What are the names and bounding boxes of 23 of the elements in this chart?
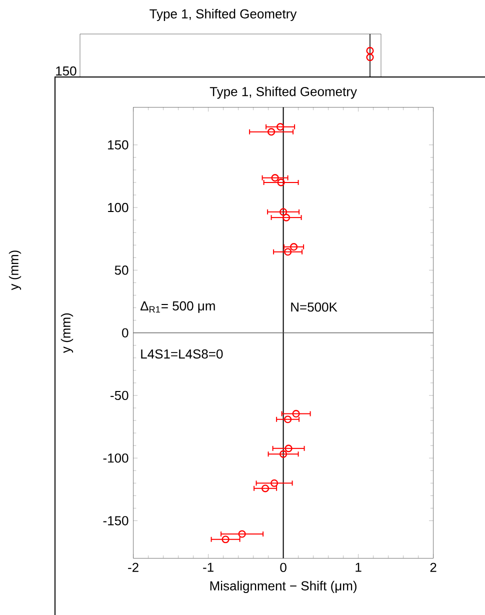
x-axis-title: Misalignment − Shift (μm) [210, 580, 356, 594]
chart-title: Type 1, Shifted Geometry [210, 86, 357, 99]
point [276, 123, 284, 131]
x-tick-label: 1 [356, 562, 362, 572]
x-tick-label: -1 [203, 562, 214, 572]
y-tick-label: -100 [103, 453, 128, 463]
text: Type 1, Shifted Geometry [150, 8, 297, 22]
annotation: Δ$_{R1}$= 500 μm [140, 301, 215, 313]
annotation: N=500K [291, 302, 338, 312]
y-tick-label: 150 [108, 140, 128, 150]
y-tick-label: -150 [103, 516, 128, 526]
y-tick-label: 100 [108, 202, 128, 212]
y-axis-title: y (mm) [60, 313, 74, 353]
annotation: L4S1=L4S8=0 [141, 349, 223, 359]
x-tick-label: 0 [280, 562, 286, 572]
x-tick-label: -2 [128, 562, 138, 572]
y-tick-label: 0 [122, 328, 128, 338]
y-tick-label: 50 [114, 266, 128, 275]
point [271, 174, 279, 182]
x-tick-label: 2 [430, 562, 436, 572]
text: y (mm) [8, 250, 22, 290]
text: 150 [56, 66, 76, 76]
y-tick-label: -50 [110, 390, 128, 400]
